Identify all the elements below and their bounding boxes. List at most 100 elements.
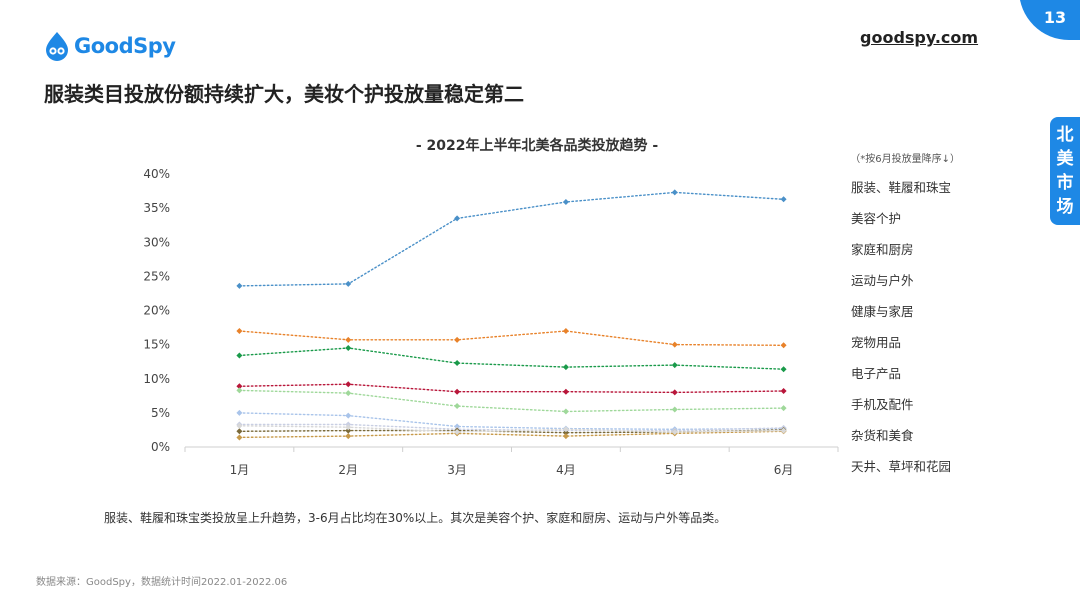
side-tab-char: 市 <box>1056 173 1074 193</box>
series-line <box>238 430 785 439</box>
data-point-marker <box>562 364 569 371</box>
x-tick-label: 4月 <box>556 463 576 477</box>
data-point-marker <box>780 366 787 373</box>
site-url-link[interactable]: goodspy.com <box>860 28 979 47</box>
data-point-marker <box>345 345 352 352</box>
y-tick-label: 10% <box>143 372 170 386</box>
goodspy-logo-icon <box>46 32 68 61</box>
data-point-marker <box>780 427 787 434</box>
data-source: 数据来源：GoodSpy，数据统计时间2022.01-2022.06 <box>36 577 288 588</box>
legend-entry: 天井、草坪和花园 <box>851 459 951 474</box>
y-tick-label: 25% <box>143 269 170 283</box>
x-tick-label: 6月 <box>774 463 794 477</box>
series-group <box>236 409 787 433</box>
y-tick-label: 15% <box>143 338 170 352</box>
data-point-marker <box>236 352 243 359</box>
chart-caption: 服装、鞋履和珠宝类投放呈上升趋势，3-6月占比均在30%以上。其次是美容个护、家… <box>104 511 727 525</box>
chart-title: - 2022年上半年北美各品类投放趋势 - <box>416 137 659 154</box>
data-point-marker <box>454 403 461 410</box>
legend-entry: 杂货和美食 <box>851 428 914 443</box>
data-point-marker <box>345 381 352 388</box>
data-point-marker <box>671 406 678 413</box>
data-point-marker <box>345 424 352 431</box>
data-point-marker <box>454 428 461 435</box>
data-point-marker <box>345 433 352 440</box>
series-group <box>236 345 787 373</box>
legend-entry: 手机及配件 <box>851 397 914 412</box>
data-point-marker <box>780 342 787 349</box>
data-point-marker <box>671 428 678 435</box>
data-point-marker <box>345 390 352 397</box>
page-title: 服装类目投放份额持续扩大，美妆个护投放量稳定第二 <box>44 82 524 106</box>
data-point-marker <box>562 426 569 433</box>
y-tick-label: 35% <box>143 201 170 215</box>
series-line <box>238 191 785 287</box>
data-point-marker <box>236 383 243 390</box>
data-point-marker <box>562 408 569 415</box>
data-point-marker <box>780 196 787 203</box>
side-tab-char: 美 <box>1056 149 1074 169</box>
data-point-marker <box>236 327 243 334</box>
y-tick-label: 30% <box>143 235 170 249</box>
series-group <box>236 387 787 415</box>
data-point-marker <box>454 388 461 395</box>
series-line <box>238 330 785 346</box>
x-tick-label: 5月 <box>665 463 685 477</box>
data-point-marker <box>671 341 678 348</box>
x-tick-label: 1月 <box>230 463 250 477</box>
data-point-marker <box>454 360 461 367</box>
series-line <box>238 347 785 370</box>
series-line <box>238 412 785 431</box>
data-point-marker <box>671 389 678 396</box>
series-line <box>238 425 785 433</box>
data-point-marker <box>236 282 243 289</box>
legend-entry: 服装、鞋履和珠宝 <box>851 180 951 195</box>
data-point-marker <box>454 215 461 222</box>
legend-entry: 美容个护 <box>851 211 901 226</box>
y-tick-label: 5% <box>151 406 170 420</box>
logo-text: GoodSpy <box>74 34 176 58</box>
y-tick-label: 20% <box>143 304 170 318</box>
side-tab-char: 场 <box>1056 197 1074 217</box>
data-point-marker <box>780 405 787 412</box>
legend-entry: 运动与户外 <box>851 273 914 288</box>
data-point-marker <box>345 336 352 343</box>
data-point-marker <box>345 427 352 434</box>
data-point-marker <box>780 388 787 395</box>
series-group <box>236 189 787 289</box>
data-point-marker <box>236 422 243 429</box>
side-tab-north-america: 北 美 市 场 <box>1050 117 1080 225</box>
data-point-marker <box>562 433 569 440</box>
data-point-marker <box>562 429 569 436</box>
data-point-marker <box>454 336 461 343</box>
data-point-marker <box>671 362 678 369</box>
y-tick-label: 40% <box>143 167 170 181</box>
data-point-marker <box>562 388 569 395</box>
page-number: 13 <box>1043 8 1067 27</box>
series-group <box>236 327 787 349</box>
legend-note: （*按6月投放量降序↓） <box>850 152 960 165</box>
x-tick-label: 3月 <box>447 463 467 477</box>
data-point-marker <box>345 412 352 419</box>
data-point-marker <box>236 409 243 416</box>
data-point-marker <box>562 198 569 205</box>
data-point-marker <box>236 428 243 435</box>
x-tick-label: 2月 <box>338 463 358 477</box>
legend-entry: 宠物用品 <box>851 335 901 350</box>
series-group <box>236 422 787 435</box>
data-point-marker <box>562 327 569 334</box>
legend-entry: 健康与家居 <box>851 304 914 319</box>
goodspy-logo: GoodSpy <box>44 30 176 62</box>
data-point-marker <box>345 280 352 287</box>
series-group <box>236 381 787 396</box>
y-tick-label: 0% <box>151 440 170 454</box>
series-line <box>238 383 785 394</box>
legend-entry: 电子产品 <box>851 366 901 381</box>
data-point-marker <box>236 434 243 441</box>
data-point-marker <box>236 387 243 394</box>
legend-entry: 家庭和厨房 <box>851 242 914 257</box>
series-line <box>238 389 785 413</box>
data-point-marker <box>671 189 678 196</box>
side-tab-char: 北 <box>1056 125 1074 145</box>
